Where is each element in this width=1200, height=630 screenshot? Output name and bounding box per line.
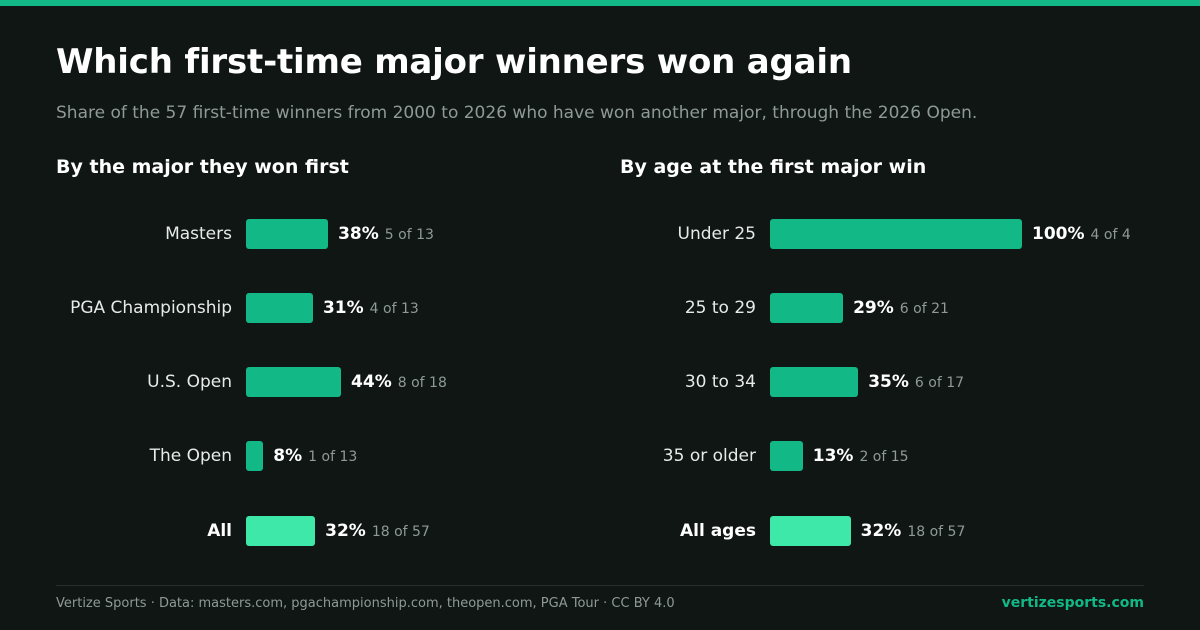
bar-right-2 [770, 367, 859, 397]
right-row-4: All ages [0, 516, 756, 546]
left-panel-title: By the major they won first [56, 156, 349, 178]
category-label: Masters [165, 224, 232, 244]
category-label: 25 to 29 [684, 298, 756, 318]
bar-right-4 [770, 516, 851, 546]
right-row-0: Under 25 [0, 219, 757, 249]
count-label: 4 of 4 [1090, 227, 1131, 243]
footer-brand-link[interactable]: vertizesports.com [1001, 595, 1144, 611]
bar-left-2 [246, 367, 342, 397]
count-label: 18 of 57 [907, 524, 966, 540]
right-row-2: 30 to 34 [0, 367, 756, 397]
page-subtitle: Share of the 57 first-time winners from … [56, 103, 978, 123]
left-row-4: All [0, 516, 232, 546]
category-label: U.S. Open [147, 372, 232, 392]
right-row-3: 35 or older [0, 441, 756, 471]
count-label: 1 of 13 [308, 449, 358, 465]
percent-label: 13% [812, 446, 854, 466]
category-label: 30 to 34 [684, 372, 756, 392]
percent-label: 29% [853, 298, 894, 318]
bar-right-1 [770, 293, 844, 323]
footer-divider [56, 585, 1144, 586]
data-label-right-2: 35% 6 of 17 [868, 367, 964, 397]
percent-label: 100% [1032, 224, 1085, 244]
percent-label: 44% [351, 372, 392, 392]
category-label: All [207, 521, 232, 541]
data-label-right-0: 100% 4 of 4 [1032, 219, 1131, 249]
bar-right-3 [770, 441, 803, 471]
data-label-left-2: 44% 8 of 18 [351, 367, 447, 397]
percent-label: 8% [273, 446, 303, 466]
right-row-1: 25 to 29 [0, 293, 756, 323]
category-label: All ages [679, 521, 756, 541]
footer-source: Vertize Sports · Data: masters.com, pgac… [56, 596, 675, 611]
percent-label: 35% [868, 372, 909, 392]
bar-right-0 [770, 219, 1022, 249]
top-accent-bar [0, 0, 1200, 6]
category-label: The Open [149, 446, 232, 466]
left-row-2: U.S. Open [0, 367, 232, 397]
percent-label: 31% [322, 298, 364, 318]
data-label-left-4: 32% 18 of 57 [325, 516, 430, 546]
count-label: 6 of 21 [899, 301, 949, 317]
percent-label: 32% [325, 521, 366, 541]
bar-left-1 [246, 293, 313, 323]
count-label: 4 of 13 [369, 301, 419, 317]
percent-label: 38% [338, 224, 379, 244]
data-label-right-1: 29% 6 of 21 [853, 293, 949, 323]
left-row-1: PGA Championship [0, 293, 232, 323]
data-label-right-4: 32% 18 of 57 [861, 516, 966, 546]
count-label: 18 of 57 [371, 524, 430, 540]
left-row-0: Masters [0, 219, 232, 249]
right-panel-title: By age at the first major win [620, 156, 927, 178]
bar-left-4 [246, 516, 316, 546]
count-label: 6 of 17 [914, 375, 965, 391]
count-label: 2 of 15 [859, 449, 909, 465]
data-label-left-1: 31% 4 of 13 [323, 293, 419, 323]
data-label-left-3: 8% 1 of 13 [273, 441, 357, 471]
category-label: Under 25 [677, 224, 757, 244]
page-title: Which first-time major winners won again [56, 42, 852, 82]
category-label: PGA Championship [70, 298, 232, 318]
category-label: 35 or older [662, 446, 756, 466]
data-label-right-3: 13% 2 of 15 [813, 441, 909, 471]
bar-left-0 [246, 219, 329, 249]
bar-left-3 [246, 441, 264, 471]
left-row-3: The Open [0, 441, 232, 471]
count-label: 8 of 18 [397, 375, 447, 391]
percent-label: 32% [860, 521, 902, 541]
data-label-left-0: 38% 5 of 13 [338, 219, 434, 249]
count-label: 5 of 13 [384, 227, 434, 243]
